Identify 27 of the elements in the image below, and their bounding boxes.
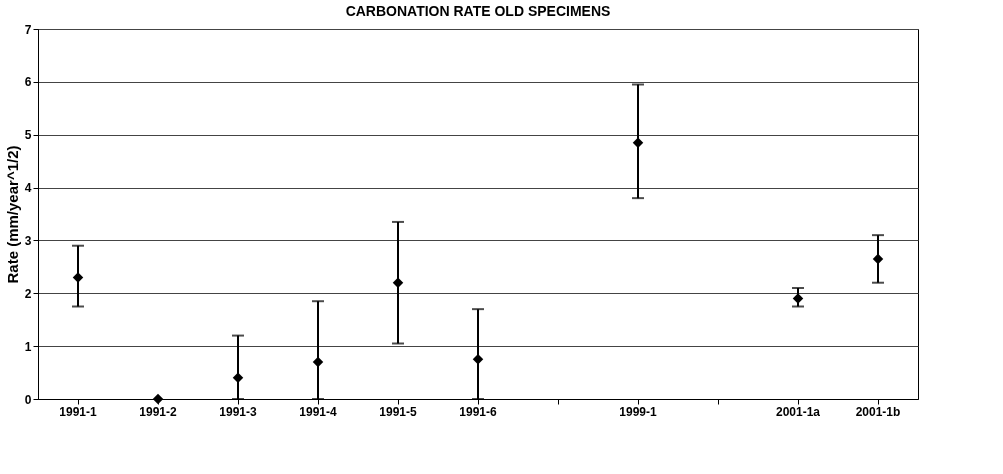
x-tick-label: 1991-5	[379, 404, 417, 419]
x-tick-label: 2001-1b	[855, 404, 901, 419]
x-tick-label: 1991-2	[139, 404, 177, 419]
y-tick-label: 5	[24, 128, 32, 143]
y-tick-label: 3	[24, 233, 32, 248]
x-tick-label: 1991-6	[459, 404, 497, 419]
x-tick-label: 1991-1	[59, 404, 97, 419]
x-tick-label: 1999-1	[619, 404, 657, 419]
point	[72, 272, 84, 283]
x-tick-label: 1991-3	[219, 404, 257, 419]
point	[312, 356, 324, 368]
y-tick-label: 4	[24, 181, 32, 196]
point	[872, 253, 884, 265]
point	[472, 354, 484, 365]
point	[392, 277, 404, 288]
y-axis-title: Rate (mm/year^1/2)	[3, 145, 21, 284]
point	[632, 137, 644, 148]
y-tick-label: 6	[24, 75, 32, 90]
x-tick-label: 2001-1a	[775, 404, 821, 419]
y-tick-label: 0	[24, 392, 32, 407]
y-tick-label: 1	[24, 339, 32, 354]
point	[792, 293, 804, 304]
x-tick-label: 1991-4	[299, 404, 337, 419]
point	[152, 393, 164, 405]
y-tick-label: 7	[24, 22, 32, 37]
y-tick-label: 2	[24, 286, 32, 301]
chart-title: CARBONATION RATE OLD SPECIMENS	[345, 3, 611, 19]
